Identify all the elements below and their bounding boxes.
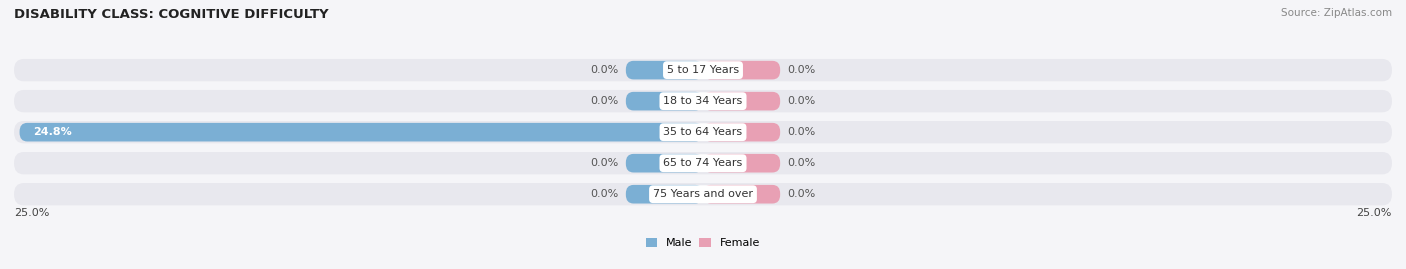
Text: 0.0%: 0.0% xyxy=(787,65,815,75)
FancyBboxPatch shape xyxy=(14,59,1392,81)
FancyBboxPatch shape xyxy=(20,123,703,141)
FancyBboxPatch shape xyxy=(626,185,703,204)
FancyBboxPatch shape xyxy=(14,183,1392,205)
FancyBboxPatch shape xyxy=(703,123,780,141)
Text: DISABILITY CLASS: COGNITIVE DIFFICULTY: DISABILITY CLASS: COGNITIVE DIFFICULTY xyxy=(14,8,329,21)
Text: 0.0%: 0.0% xyxy=(591,158,619,168)
Text: 0.0%: 0.0% xyxy=(787,158,815,168)
Text: 0.0%: 0.0% xyxy=(787,189,815,199)
Text: 0.0%: 0.0% xyxy=(591,189,619,199)
FancyBboxPatch shape xyxy=(14,152,1392,174)
Text: 75 Years and over: 75 Years and over xyxy=(652,189,754,199)
FancyBboxPatch shape xyxy=(703,61,780,79)
Text: 35 to 64 Years: 35 to 64 Years xyxy=(664,127,742,137)
FancyBboxPatch shape xyxy=(626,92,703,111)
Legend: Male, Female: Male, Female xyxy=(641,233,765,253)
Text: 0.0%: 0.0% xyxy=(787,127,815,137)
Text: 25.0%: 25.0% xyxy=(14,208,49,218)
Text: 0.0%: 0.0% xyxy=(591,96,619,106)
FancyBboxPatch shape xyxy=(703,154,780,172)
Text: 25.0%: 25.0% xyxy=(1357,208,1392,218)
Text: 0.0%: 0.0% xyxy=(591,65,619,75)
FancyBboxPatch shape xyxy=(626,61,703,79)
Text: 5 to 17 Years: 5 to 17 Years xyxy=(666,65,740,75)
Text: 0.0%: 0.0% xyxy=(787,96,815,106)
FancyBboxPatch shape xyxy=(14,90,1392,112)
Text: 65 to 74 Years: 65 to 74 Years xyxy=(664,158,742,168)
FancyBboxPatch shape xyxy=(703,185,780,204)
Text: Source: ZipAtlas.com: Source: ZipAtlas.com xyxy=(1281,8,1392,18)
Text: 18 to 34 Years: 18 to 34 Years xyxy=(664,96,742,106)
FancyBboxPatch shape xyxy=(626,154,703,172)
Text: 24.8%: 24.8% xyxy=(34,127,72,137)
FancyBboxPatch shape xyxy=(14,121,1392,143)
FancyBboxPatch shape xyxy=(703,92,780,111)
